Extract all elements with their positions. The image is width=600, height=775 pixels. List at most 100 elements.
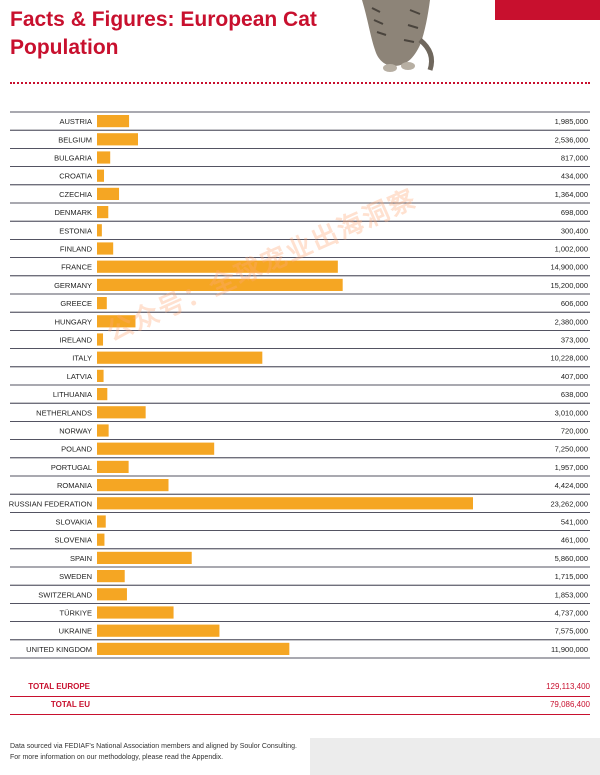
- bar-greece: [97, 297, 107, 310]
- value-label-t-rkiye: 4,737,000: [555, 609, 588, 618]
- bar-ukraine: [97, 624, 220, 637]
- category-label-slovenia: SLOVENIA: [54, 536, 92, 545]
- category-label-austria: AUSTRIA: [59, 117, 92, 126]
- category-label-hungary: HUNGARY: [55, 317, 92, 326]
- title-line-2: Population: [10, 36, 119, 59]
- value-label-sweden: 1,715,000: [555, 572, 588, 581]
- footer-band: [310, 738, 600, 775]
- bar-belgium: [97, 133, 138, 146]
- total-eu-line: [10, 714, 590, 715]
- value-label-italy: 10,228,000: [550, 354, 588, 363]
- value-label-ireland: 373,000: [561, 336, 588, 345]
- bar-romania: [97, 479, 169, 492]
- value-label-norway: 720,000: [561, 427, 588, 436]
- category-label-norway: NORWAY: [59, 427, 92, 436]
- category-label-greece: GREECE: [60, 299, 92, 308]
- category-label-france: FRANCE: [61, 263, 92, 272]
- value-label-lithuania: 638,000: [561, 390, 588, 399]
- bar-latvia: [97, 369, 104, 382]
- value-label-poland: 7,250,000: [555, 445, 588, 454]
- total-eu-row: TOTAL EU 79,086,400: [10, 697, 590, 715]
- category-label-belgium: BELGIUM: [58, 135, 92, 144]
- value-label-slovakia: 541,000: [561, 518, 588, 527]
- value-label-greece: 606,000: [561, 299, 588, 308]
- category-label-russian-federation: RUSSIAN FEDERATION: [9, 499, 92, 508]
- bar-slovenia: [97, 533, 105, 546]
- category-label-united-kingdom: UNITED KINGDOM: [26, 645, 92, 654]
- category-label-croatia: CROATIA: [59, 172, 92, 181]
- value-label-switzerland: 1,853,000: [555, 590, 588, 599]
- category-label-estonia: ESTONIA: [59, 226, 92, 235]
- bar-france: [97, 260, 338, 273]
- bar-norway: [97, 424, 109, 437]
- bar-croatia: [97, 169, 105, 182]
- category-label-denmark: DENMARK: [54, 208, 92, 217]
- value-label-belgium: 2,536,000: [555, 135, 588, 144]
- category-label-lithuania: LITHUANIA: [53, 390, 92, 399]
- category-label-romania: ROMANIA: [57, 481, 92, 490]
- cat-population-chart: AUSTRIA 1,985,000 BELGIUM 2,536,000 BULGARIA…: [9, 111, 590, 659]
- bar-netherlands: [97, 406, 146, 419]
- category-label-netherlands: NETHERLANDS: [36, 408, 92, 417]
- value-label-netherlands: 3,010,000: [555, 408, 588, 417]
- bar-estonia: [97, 224, 102, 237]
- bar-switzerland: [97, 588, 127, 601]
- footnote-line-2: For more information on our methodology,…: [10, 754, 224, 761]
- bar-czechia: [97, 187, 120, 200]
- bar-italy: [97, 351, 263, 364]
- value-label-slovenia: 461,000: [561, 536, 588, 545]
- total-europe-value: 129,113,400: [546, 682, 590, 691]
- category-label-sweden: SWEDEN: [59, 572, 92, 581]
- category-label-italy: ITALY: [72, 354, 92, 363]
- value-label-finland: 1,002,000: [555, 245, 588, 254]
- total-europe-label: TOTAL EUROPE: [28, 682, 90, 691]
- category-label-slovakia: SLOVAKIA: [55, 518, 92, 527]
- category-label-poland: POLAND: [61, 445, 92, 454]
- bar-hungary: [97, 315, 136, 328]
- footnote-line-1: Data sourced via FEDIAF's National Assoc…: [10, 743, 297, 750]
- bar-sweden: [97, 570, 125, 583]
- category-label-t-rkiye: TÜRKIYE: [59, 609, 92, 618]
- bar-germany: [97, 278, 343, 291]
- value-label-romania: 4,424,000: [555, 481, 588, 490]
- value-label-germany: 15,200,000: [550, 281, 588, 290]
- page-title: Facts & Figures: European Cat Population: [10, 6, 350, 62]
- corner-accent-block: [495, 0, 600, 20]
- category-label-germany: GERMANY: [54, 281, 92, 290]
- bar-slovakia: [97, 515, 106, 528]
- category-label-czechia: CZECHIA: [59, 190, 92, 199]
- value-label-hungary: 2,380,000: [555, 317, 588, 326]
- bar-lithuania: [97, 388, 108, 401]
- category-label-ireland: IRELAND: [59, 336, 92, 345]
- value-label-portugal: 1,957,000: [555, 463, 588, 472]
- value-label-austria: 1,985,000: [555, 117, 588, 126]
- category-label-spain: SPAIN: [70, 554, 92, 563]
- total-europe-line: [10, 696, 590, 697]
- total-europe-row: TOTAL EUROPE 129,113,400: [10, 679, 590, 697]
- bar-bulgaria: [97, 151, 111, 164]
- value-label-czechia: 1,364,000: [555, 190, 588, 199]
- bar-poland: [97, 442, 215, 455]
- bar-united-kingdom: [97, 642, 290, 655]
- total-eu-label: TOTAL EU: [50, 700, 90, 709]
- value-label-denmark: 698,000: [561, 208, 588, 217]
- value-label-latvia: 407,000: [561, 372, 588, 381]
- value-label-france: 14,900,000: [550, 263, 588, 272]
- category-label-latvia: LATVIA: [67, 372, 92, 381]
- bar-denmark: [97, 206, 109, 219]
- category-label-finland: FINLAND: [60, 245, 93, 254]
- footnote: Data sourced via FEDIAF's National Assoc…: [10, 741, 297, 763]
- bar-austria: [97, 115, 130, 128]
- value-label-spain: 5,860,000: [555, 554, 588, 563]
- value-label-russian-federation: 23,262,000: [550, 499, 588, 508]
- category-label-bulgaria: BULGARIA: [54, 154, 92, 163]
- title-divider: [10, 82, 590, 84]
- value-label-bulgaria: 817,000: [561, 154, 588, 163]
- value-label-estonia: 300,400: [561, 226, 588, 235]
- title-line-1: Facts & Figures: European Cat: [10, 8, 317, 31]
- total-eu-value: 79,086,400: [549, 700, 590, 709]
- bar-ireland: [97, 333, 104, 346]
- bar-russian-federation: [97, 497, 473, 510]
- value-label-united-kingdom: 11,900,000: [551, 645, 588, 654]
- bar-t-rkiye: [97, 606, 174, 619]
